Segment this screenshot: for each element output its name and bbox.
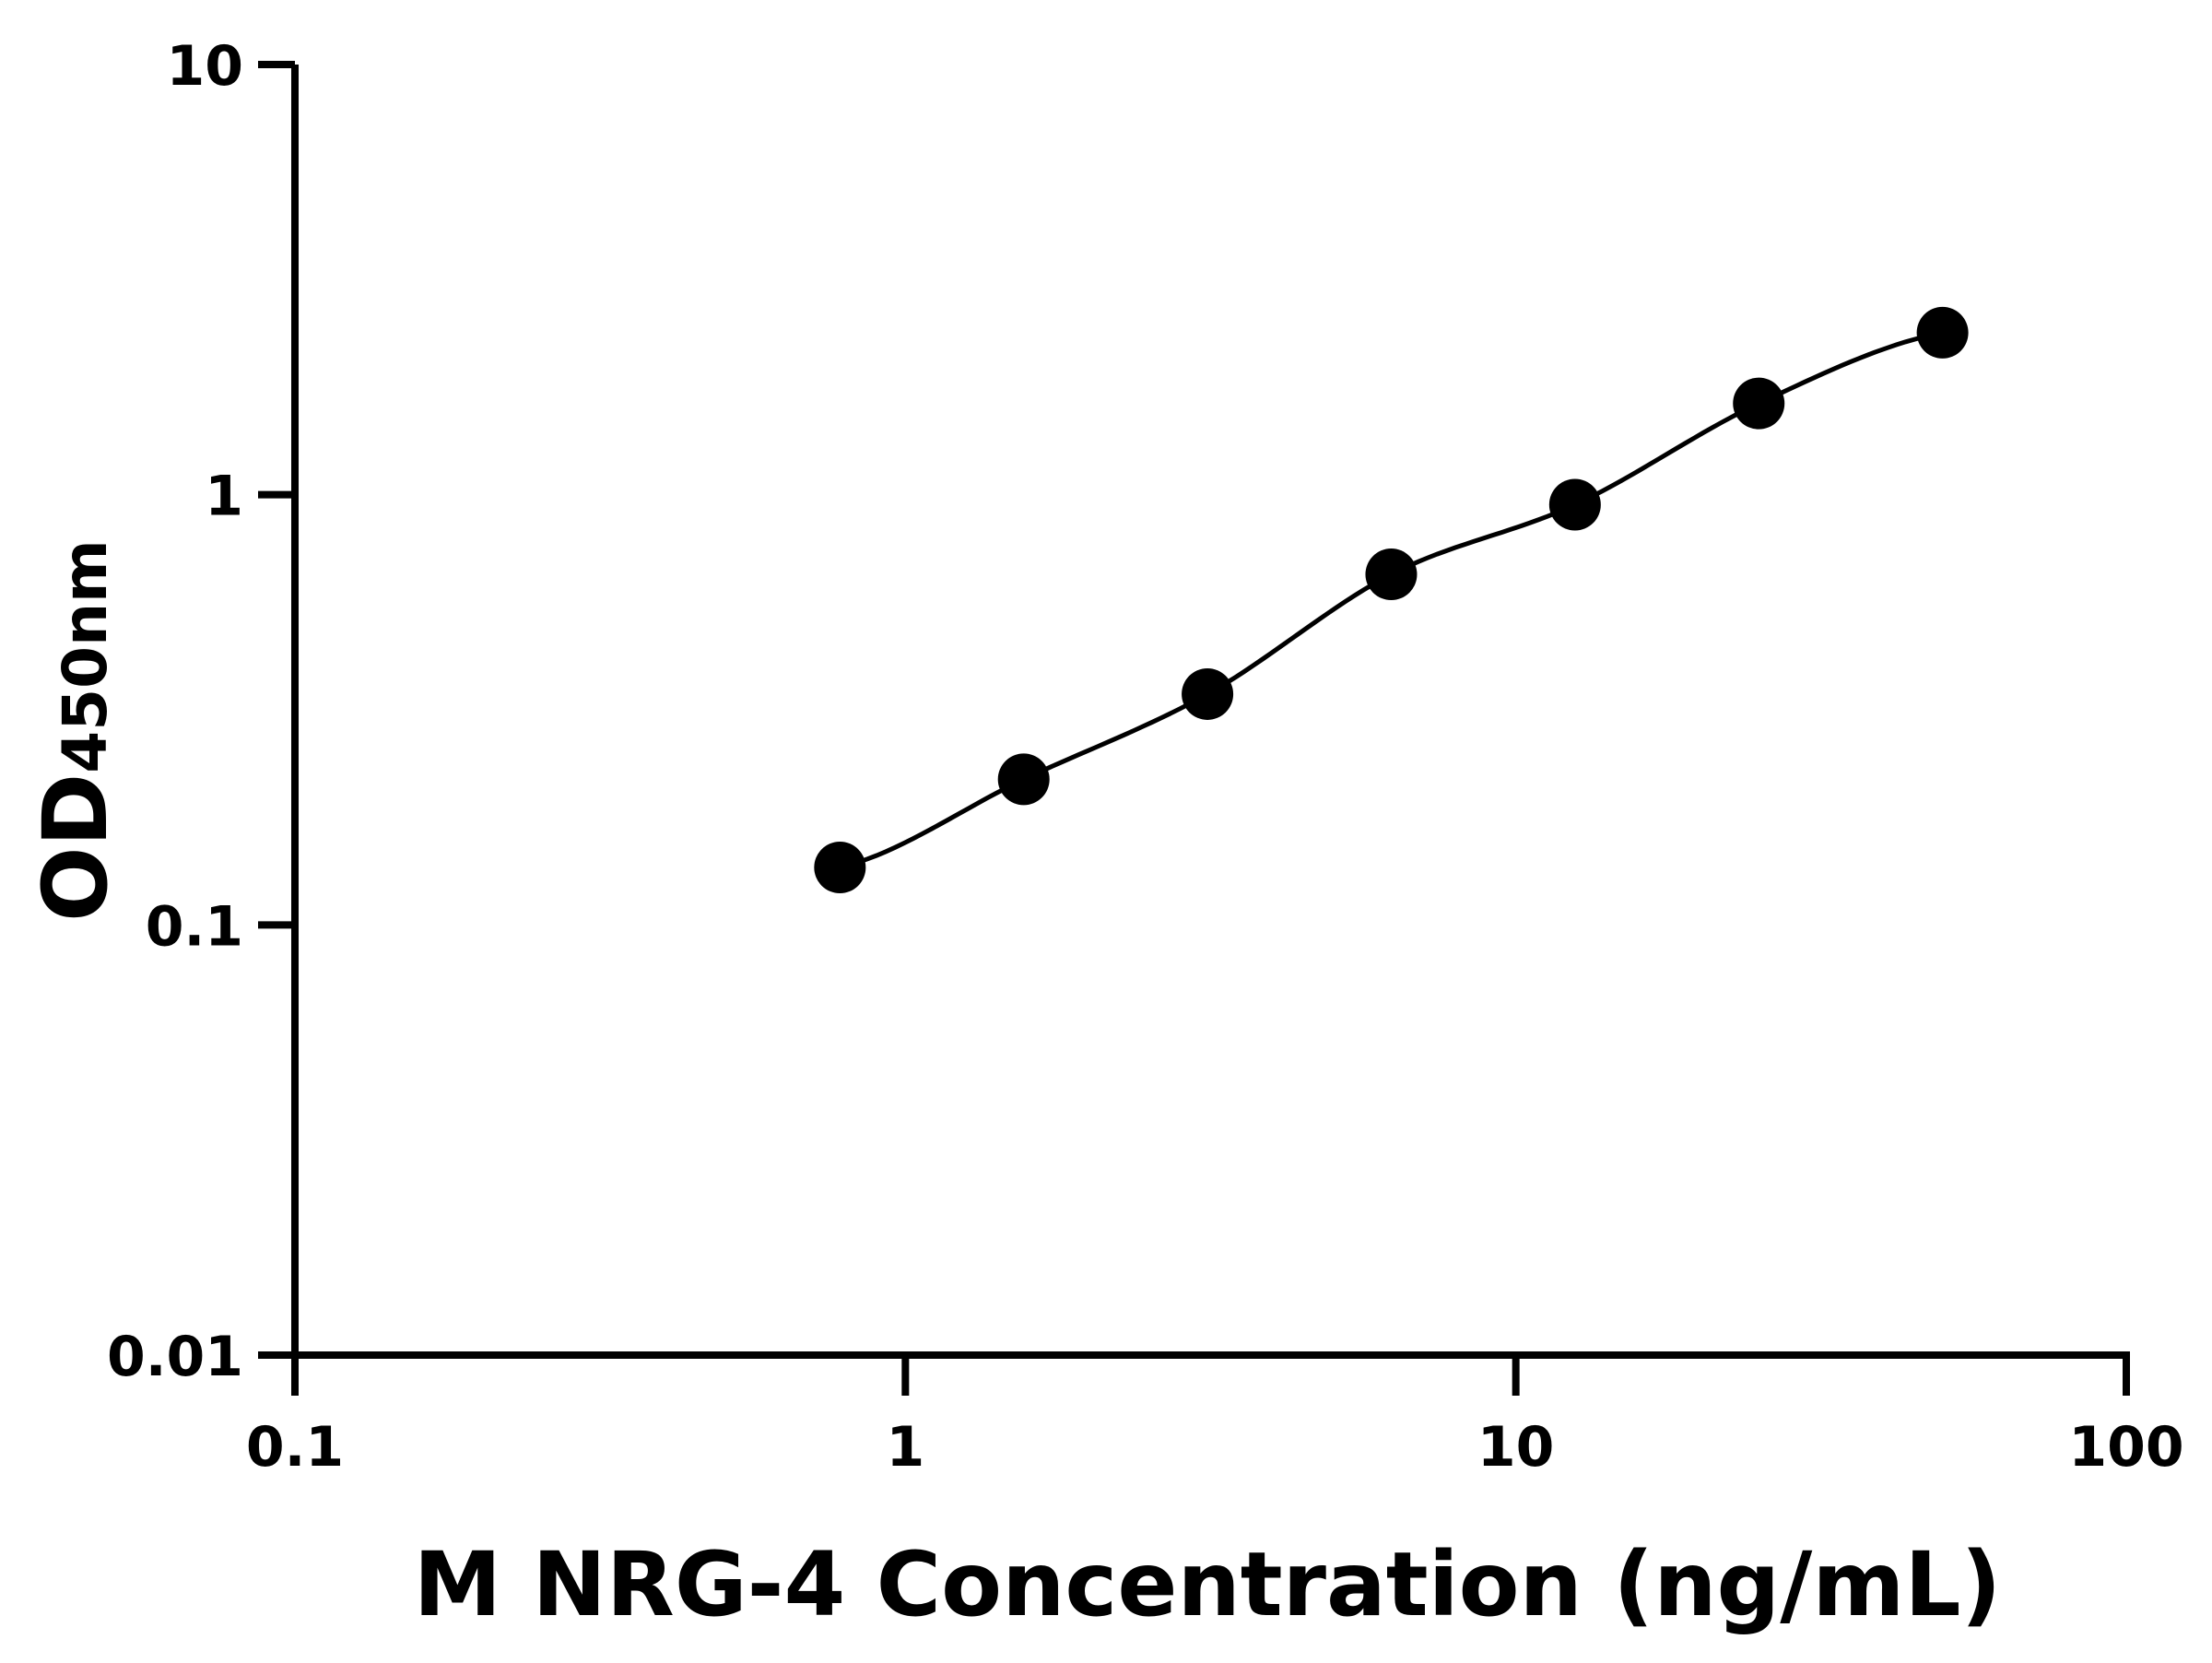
- data-point: [1182, 667, 1234, 720]
- x-tick-label: 0.1: [246, 1415, 344, 1480]
- svg-text:OD450nm: OD450nm: [24, 539, 127, 922]
- x-tick-label: 1: [886, 1415, 924, 1480]
- y-tick-label: 0.1: [146, 894, 243, 959]
- data-point: [1548, 478, 1601, 531]
- x-tick-label: 10: [1477, 1415, 1555, 1480]
- data-points: [814, 306, 1969, 894]
- x-axis-label: M NRG-4 Concentration (ng/mL): [414, 1533, 2002, 1636]
- y-axis-label-main: OD: [24, 773, 127, 922]
- data-point: [1916, 306, 1969, 359]
- y-axis-label-sub: 450nm: [50, 539, 121, 773]
- x-tick-label: 100: [2068, 1415, 2183, 1480]
- data-point: [1733, 377, 1785, 430]
- data-point: [814, 842, 866, 894]
- data-point: [997, 753, 1050, 806]
- y-tick-label: 10: [167, 34, 244, 99]
- y-tick-label: 1: [205, 465, 243, 529]
- y-tick-label: 0.01: [107, 1325, 243, 1389]
- data-point: [1365, 548, 1418, 601]
- y-axis-label: OD450nm: [24, 539, 127, 922]
